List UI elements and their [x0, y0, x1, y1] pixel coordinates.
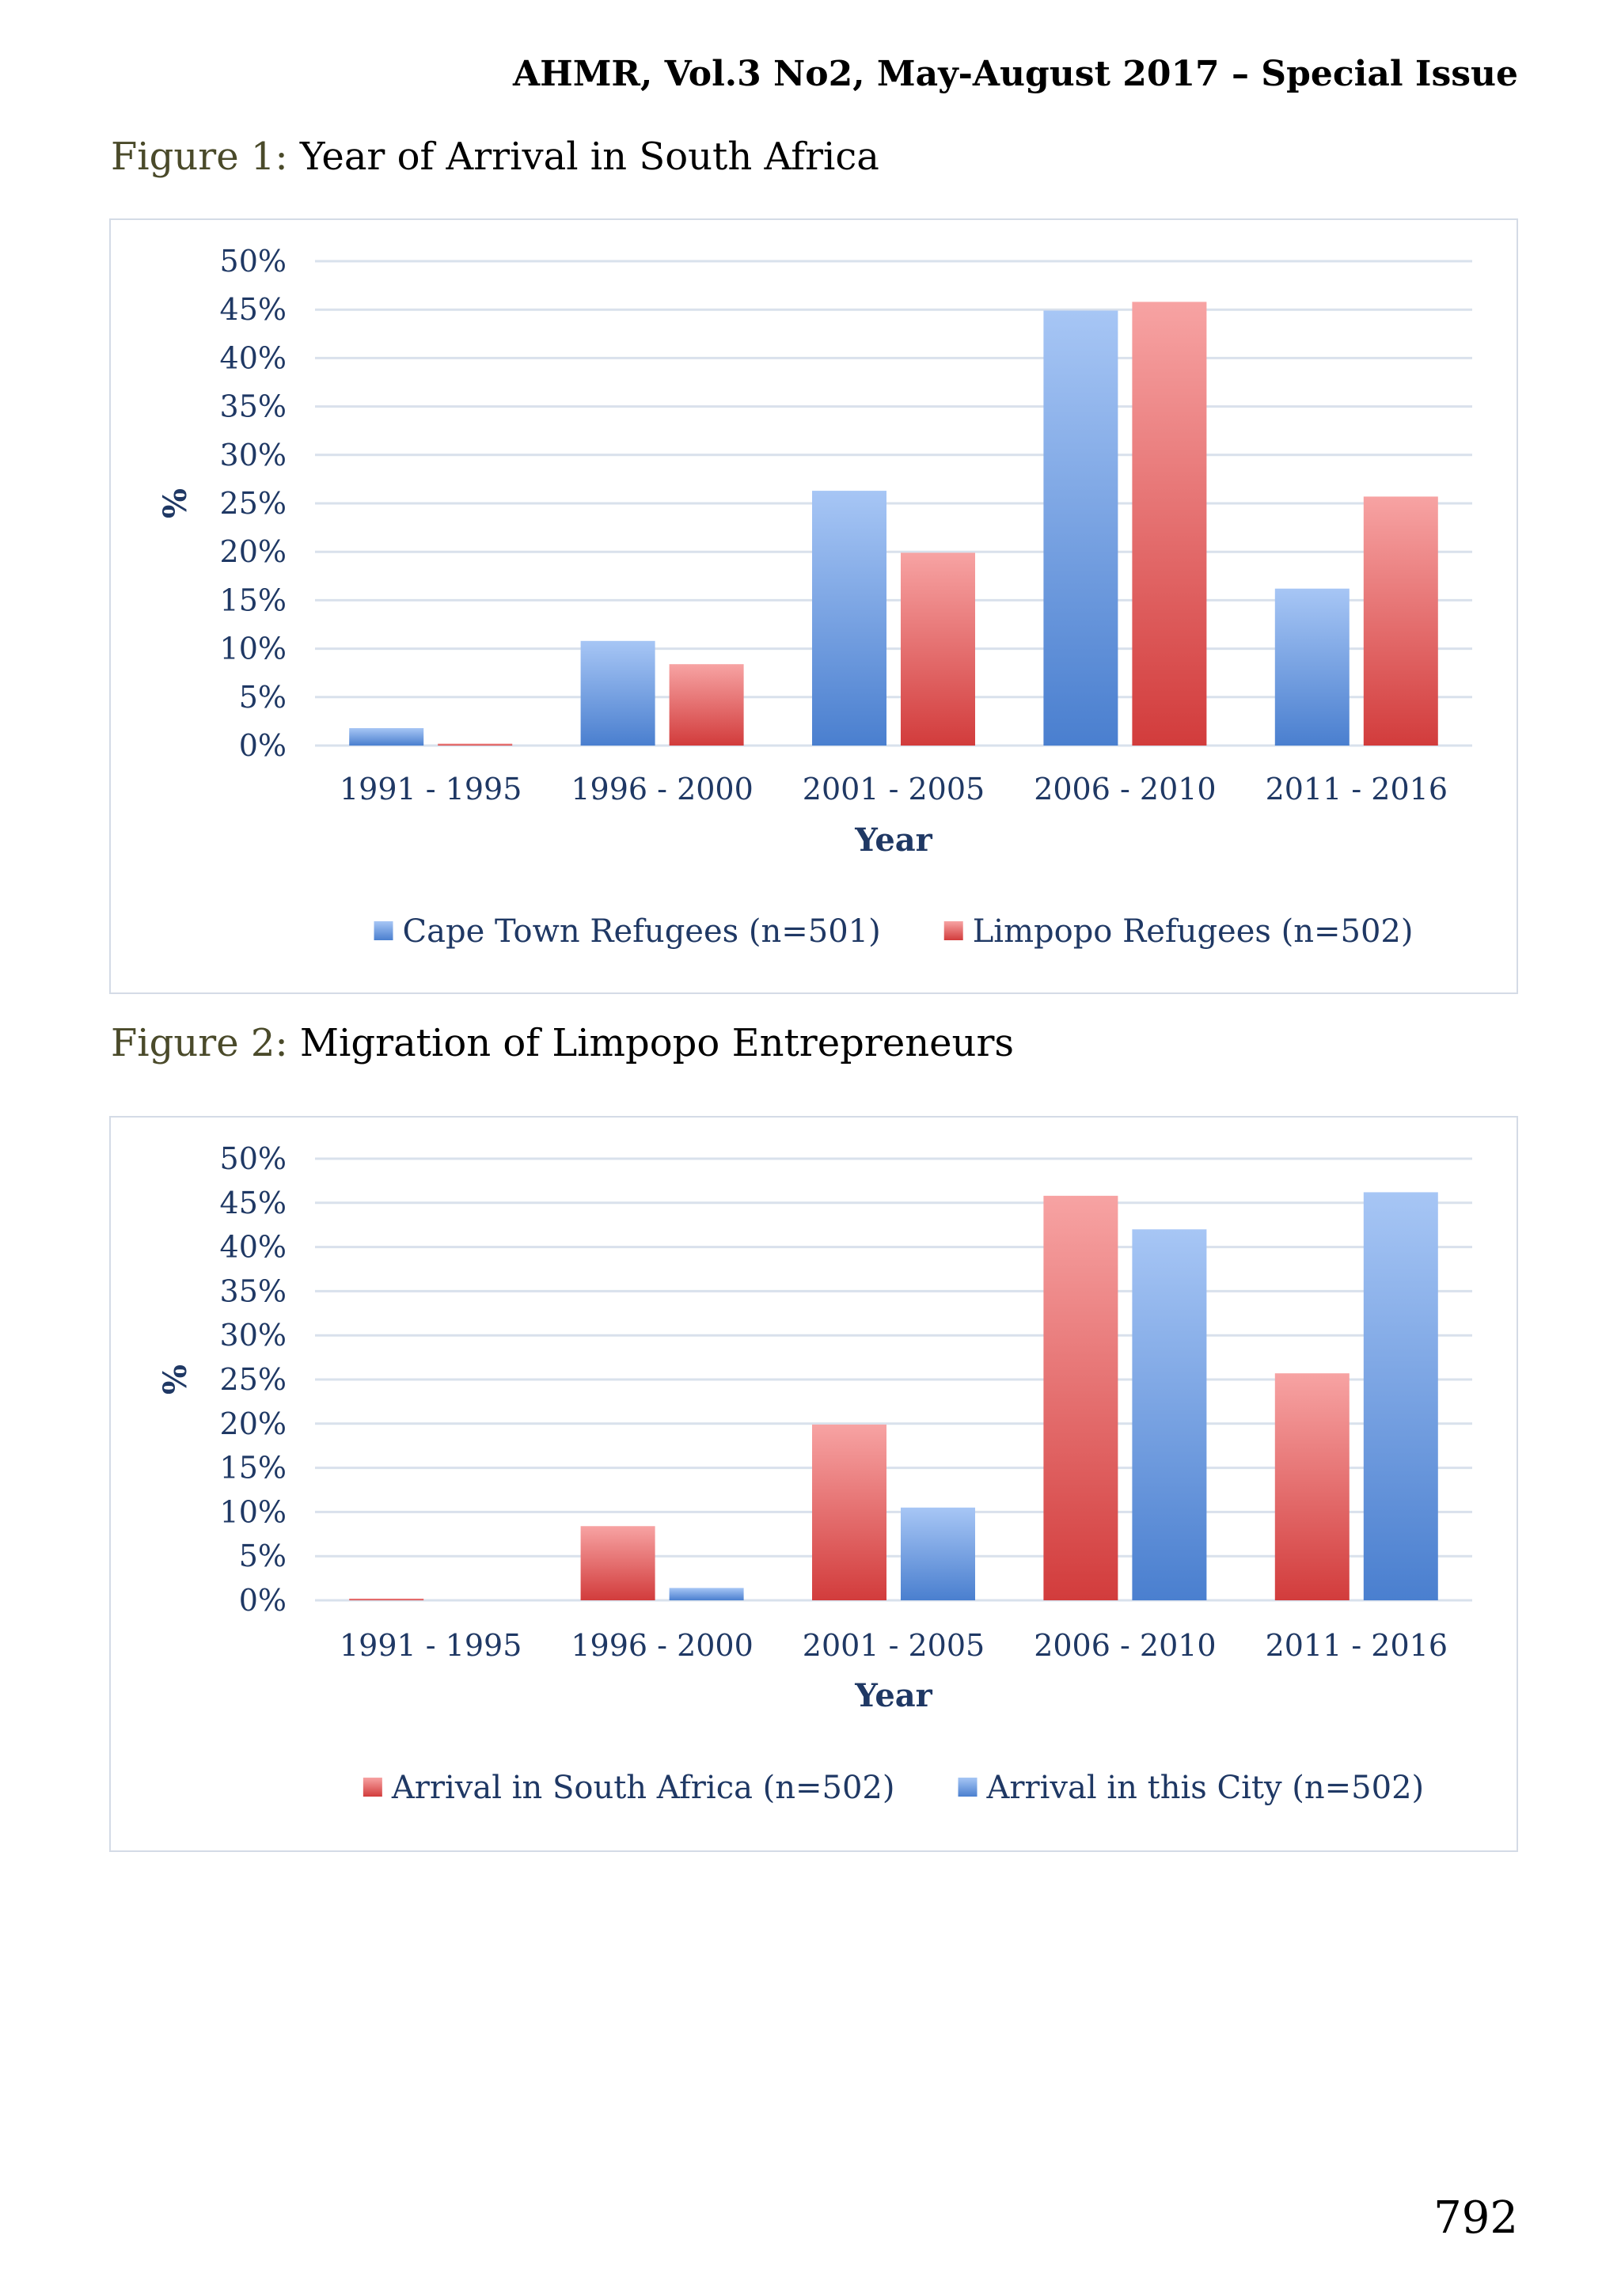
chart-1-frame: 0% 5% 10% 15% 20% 25% 30% 35% 40% 45% 50%% 1991 - 1… — [109, 218, 1518, 994]
legend-label: Cape Town Refugees (n=501) — [403, 913, 881, 950]
bar-0-1 — [438, 743, 513, 746]
y-tick-label: 45% — [220, 1186, 287, 1220]
figure-2-title: Figure 2: Migration of Limpopo Entrepren… — [111, 1021, 1014, 1065]
x-tick-label: 2006 - 2010 — [1034, 1628, 1216, 1663]
y-tick-label: 50% — [220, 244, 287, 279]
y-tick-label: 5% — [239, 680, 287, 715]
bar-3-0 — [1043, 1195, 1118, 1600]
x-tick-label: 1996 - 2000 — [571, 772, 753, 806]
bar-4-1 — [1363, 1192, 1438, 1600]
bar-2-0 — [812, 1424, 886, 1600]
figure-2-caption: Migration of Limpopo Entrepreneurs — [299, 1021, 1015, 1065]
y-tick-label: 10% — [220, 632, 287, 666]
y-tick-label: 5% — [239, 1539, 287, 1573]
y-tick-label: 20% — [220, 534, 287, 569]
bar-0-0 — [349, 1598, 424, 1600]
x-axis-title: Year — [854, 1677, 932, 1714]
legend-label: Arrival in this City (n=502) — [986, 1770, 1425, 1806]
bar-2-0 — [812, 491, 886, 746]
y-tick-label: 35% — [220, 1273, 287, 1308]
bar-1-0 — [580, 1526, 655, 1600]
x-tick-label: 1991 - 1995 — [340, 772, 522, 806]
bar-2-1 — [901, 1507, 975, 1600]
bar-0-0 — [349, 727, 424, 746]
y-axis-title: % — [157, 488, 194, 518]
running-header: AHMR, Vol.3 No2, May-August 2017 – Speci… — [513, 54, 1518, 94]
bar-3-1 — [1132, 1229, 1207, 1600]
chart-1: 0% 5% 10% 15% 20% 25% 30% 35% 40% 45% 50%% 1991 - 1… — [157, 244, 1472, 950]
x-tick-label: 1991 - 1995 — [340, 1628, 522, 1663]
y-tick-label: 30% — [220, 1318, 287, 1353]
y-tick-label: 50% — [220, 1141, 287, 1176]
legend-label: Arrival in South Africa (n=502) — [391, 1770, 895, 1806]
y-tick-label: 15% — [220, 583, 287, 617]
chart-2: 0% 5% 10% 15% 20% 25% 30% 35% 40% 45% 50%% 1991 - 1… — [157, 1141, 1472, 1806]
figure-1-title: Figure 1: Year of Arrival in South Afric… — [111, 135, 879, 179]
y-axis-title: % — [157, 1364, 194, 1395]
x-tick-label: 2006 - 2010 — [1034, 772, 1216, 806]
x-axis-title: Year — [854, 822, 932, 859]
bar-1-1 — [669, 664, 744, 746]
y-tick-label: 10% — [220, 1494, 287, 1529]
figure-1-caption: Year of Arrival in South Africa — [299, 135, 879, 179]
legend-swatch — [374, 921, 393, 940]
bar-4-0 — [1274, 588, 1350, 746]
chart-2-frame: 0% 5% 10% 15% 20% 25% 30% 35% 40% 45% 50%% 1991 - 1… — [109, 1116, 1518, 1852]
y-tick-label: 0% — [239, 728, 287, 763]
y-tick-label: 15% — [220, 1451, 287, 1486]
legend-label: Limpopo Refugees (n=502) — [973, 913, 1414, 950]
x-tick-label: 2011 - 2016 — [1266, 1628, 1448, 1663]
y-tick-label: 35% — [220, 389, 287, 424]
legend: Arrival in South Africa (n=502) Arrival i… — [363, 1770, 1424, 1806]
legend-swatch — [363, 1778, 382, 1797]
figure-1-label: Figure 1: — [111, 135, 288, 179]
legend-swatch — [943, 921, 963, 940]
figure-2-label: Figure 2: — [111, 1021, 288, 1065]
page-number: 792 — [1433, 2192, 1518, 2244]
y-tick-label: 30% — [220, 438, 287, 472]
bar-1-0 — [580, 640, 655, 746]
x-tick-label: 2011 - 2016 — [1266, 772, 1448, 806]
bar-3-1 — [1132, 302, 1207, 746]
y-tick-label: 40% — [220, 1230, 287, 1265]
x-tick-label: 2001 - 2005 — [803, 1628, 985, 1663]
bar-1-1 — [669, 1588, 744, 1600]
x-tick-label: 1996 - 2000 — [571, 1628, 753, 1663]
y-tick-label: 25% — [220, 1362, 287, 1397]
y-tick-label: 20% — [220, 1406, 287, 1441]
bar-4-0 — [1274, 1373, 1350, 1600]
bar-3-0 — [1043, 310, 1118, 746]
bar-2-1 — [901, 552, 975, 746]
x-tick-label: 2001 - 2005 — [803, 772, 985, 806]
bar-4-1 — [1363, 496, 1438, 746]
y-tick-label: 45% — [220, 292, 287, 327]
y-tick-label: 0% — [239, 1583, 287, 1618]
y-tick-label: 25% — [220, 486, 287, 521]
y-tick-label: 40% — [220, 340, 287, 375]
legend: Cape Town Refugees (n=501) Limpopo Refuge… — [374, 913, 1414, 950]
legend-swatch — [958, 1778, 978, 1797]
